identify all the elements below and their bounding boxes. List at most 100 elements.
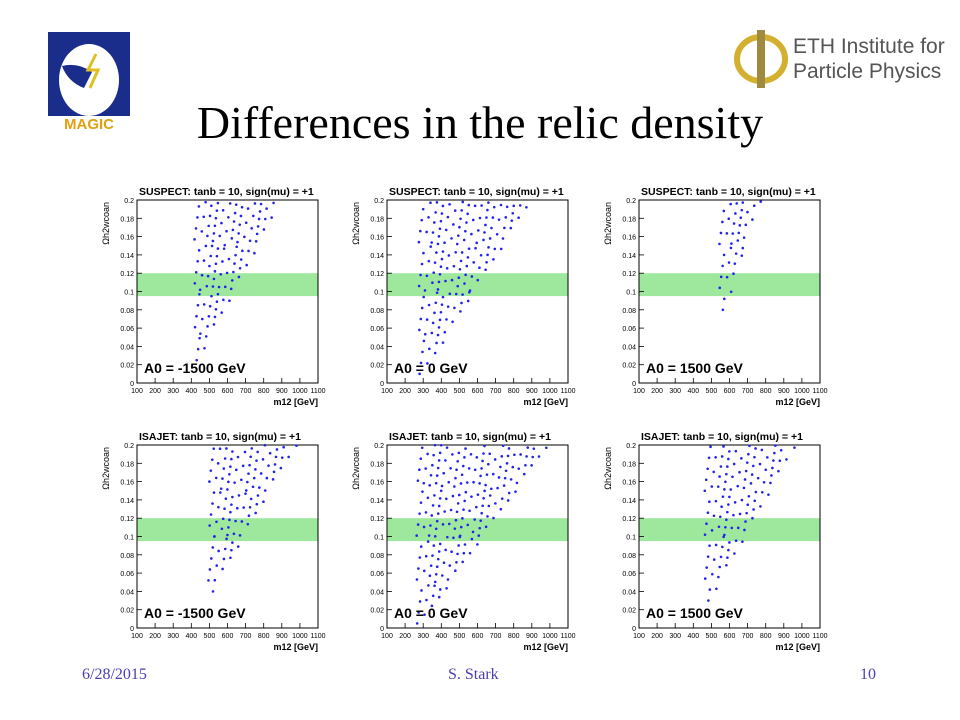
x-tick-label: 1100	[560, 388, 575, 395]
scatter-point	[772, 459, 775, 462]
scatter-point	[468, 551, 472, 555]
scatter-point	[429, 201, 432, 205]
scatter-point	[222, 557, 226, 561]
x-axis-label: m12 [GeV]	[523, 397, 568, 407]
scatter-point	[433, 494, 436, 497]
scatter-point	[462, 551, 466, 555]
scatter-point	[254, 468, 257, 471]
scatter-point	[279, 466, 283, 470]
y-tick-label: 0	[130, 626, 134, 633]
scatter-point	[710, 485, 714, 488]
scatter-point	[200, 230, 204, 233]
scatter-point	[505, 462, 509, 465]
x-tick-label: 1100	[310, 633, 325, 640]
scatter-point	[254, 511, 257, 515]
x-tick-label: 600	[472, 633, 484, 640]
scatter-point	[223, 457, 227, 460]
scatter-point	[461, 200, 465, 204]
scatter-point	[442, 471, 446, 475]
scatter-point	[431, 231, 435, 234]
scatter-point	[451, 320, 454, 324]
scatter-point	[507, 491, 511, 495]
scatter-point	[460, 251, 464, 254]
scatter-point	[467, 203, 471, 207]
scatter-point	[488, 237, 492, 240]
scatter-point	[462, 508, 465, 511]
scatter-point	[416, 523, 420, 526]
scatter-point	[519, 453, 522, 456]
scatter-point	[418, 600, 422, 603]
scatter-point	[457, 544, 460, 547]
scatter-point	[517, 467, 521, 470]
x-tick-label: 600	[222, 388, 234, 395]
scatter-point	[217, 285, 221, 289]
y-tick-label: 0.18	[622, 216, 636, 223]
scatter-point	[745, 511, 748, 515]
scatter-point	[202, 259, 206, 262]
scatter-point	[423, 289, 427, 292]
scatter-point	[220, 527, 224, 531]
scatter-point	[459, 482, 463, 485]
scatter-point	[707, 599, 710, 602]
scatter-point	[722, 445, 725, 448]
scatter-point	[430, 241, 433, 244]
scatter-point	[483, 489, 486, 493]
x-tick-label: 100	[131, 388, 143, 395]
scatter-point	[470, 275, 474, 278]
scatter-point	[202, 215, 206, 219]
scatter-point	[734, 539, 738, 543]
scatter-point	[460, 473, 464, 477]
scatter-point	[216, 462, 220, 465]
x-tick-label: 200	[651, 388, 663, 395]
scatter-point	[767, 493, 770, 496]
scatter-point	[743, 528, 746, 532]
scatter-point	[487, 201, 490, 204]
scatter-point	[777, 469, 780, 473]
x-tick-label: 900	[778, 388, 790, 395]
scatter-point	[237, 232, 240, 235]
scatter-point	[448, 292, 452, 296]
y-tick-label: 0.2	[124, 198, 134, 205]
scatter-point	[427, 303, 431, 307]
scatter-point	[708, 500, 711, 504]
scatter-point	[490, 487, 493, 491]
scatter-point	[742, 486, 746, 490]
scatter-point	[230, 457, 233, 461]
scatter-point	[240, 205, 244, 209]
scatter-point	[526, 446, 530, 449]
scatter-point	[507, 447, 511, 450]
scatter-point	[229, 465, 232, 468]
x-tick-label: 700	[490, 388, 502, 395]
scatter-point	[728, 495, 731, 499]
x-axis-label: m12 [GeV]	[273, 397, 318, 407]
scatter-point	[425, 230, 428, 234]
x-tick-label: 1000	[292, 633, 308, 640]
scatter-point	[419, 501, 423, 504]
scatter-point	[233, 481, 236, 484]
y-axis-label: Ωh2wcoan	[101, 202, 111, 245]
scatter-point	[487, 462, 490, 466]
scatter-point	[419, 545, 423, 548]
scatter-point	[712, 514, 716, 518]
scatter-point	[445, 586, 448, 590]
scatter-point	[452, 223, 455, 226]
scatter-point	[485, 216, 488, 219]
scatter-point	[504, 216, 508, 219]
x-tick-label: 500	[454, 633, 466, 640]
scatter-point	[230, 548, 233, 552]
scatter-point	[779, 448, 783, 452]
scatter-point	[220, 311, 223, 314]
scatter-point	[473, 518, 476, 521]
x-tick-label: 200	[399, 633, 411, 640]
scatter-point	[499, 247, 503, 251]
scatter-point	[479, 253, 483, 257]
scatter-point	[418, 468, 421, 472]
scatter-point	[471, 530, 475, 534]
scatter-point	[435, 565, 439, 569]
scatter-point	[227, 257, 231, 261]
scatter-point	[438, 542, 442, 546]
scatter-point	[703, 489, 707, 493]
scatter-point	[422, 295, 425, 299]
scatter-point	[211, 239, 215, 243]
scatter-point	[753, 499, 757, 503]
